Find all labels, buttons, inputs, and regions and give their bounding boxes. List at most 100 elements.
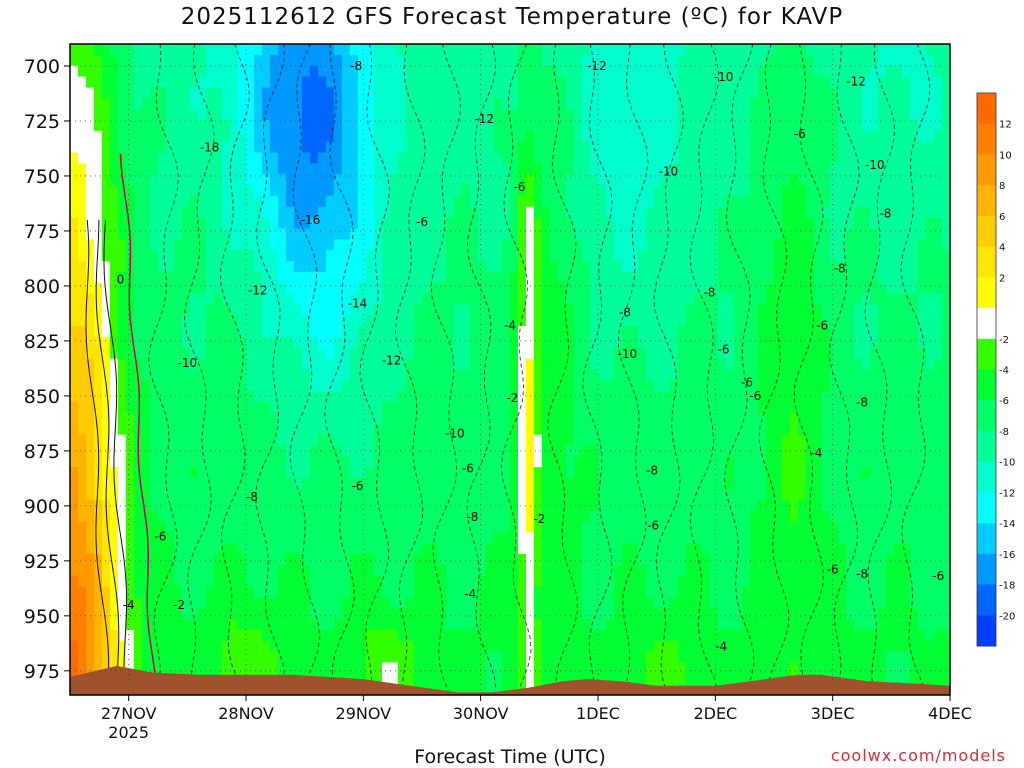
field-cell: [526, 597, 535, 609]
field-cell: [678, 336, 687, 349]
field-cell: [166, 586, 175, 598]
field-cell: [350, 391, 359, 403]
field-cell: [350, 239, 359, 251]
field-cell: [574, 44, 583, 56]
field-cell: [286, 467, 295, 479]
field-cell: [414, 586, 423, 598]
field-cell: [686, 488, 695, 501]
field-cell: [238, 174, 247, 186]
field-cell: [70, 98, 79, 110]
field-cell: [686, 109, 695, 121]
field-cell: [278, 326, 287, 338]
field-cell: [454, 619, 463, 631]
field-cell: [670, 65, 679, 78]
field-cell: [142, 640, 151, 653]
field-cell: [630, 293, 639, 305]
field-cell: [326, 369, 335, 381]
field-cell: [294, 553, 303, 566]
field-cell: [702, 87, 711, 99]
field-cell: [526, 326, 535, 338]
field-cell: [438, 217, 447, 230]
field-cell: [534, 467, 543, 479]
field-cell: [486, 521, 495, 533]
field-cell: [94, 575, 103, 588]
field-cell: [198, 206, 207, 219]
field-cell: [574, 326, 583, 338]
field-cell: [438, 195, 447, 208]
field-cell: [686, 597, 695, 609]
field-cell: [590, 152, 599, 164]
field-cell: [462, 423, 471, 436]
field-cell: [630, 651, 639, 664]
field-cell: [262, 250, 271, 262]
field-cell: [222, 510, 231, 522]
field-cell: [206, 217, 215, 230]
field-cell: [278, 130, 287, 143]
field-cell: [454, 673, 463, 685]
field-cell: [718, 141, 727, 154]
field-cell: [382, 152, 391, 164]
field-cell: [262, 315, 271, 327]
field-cell: [518, 217, 527, 230]
field-cell: [238, 597, 247, 609]
field-cell: [702, 282, 711, 295]
field-cell: [598, 499, 607, 512]
field-cell: [462, 521, 471, 533]
field-cell: [622, 141, 631, 154]
field-cell: [350, 293, 359, 305]
field-cell: [310, 315, 319, 327]
field-cell: [470, 54, 479, 67]
field-cell: [718, 402, 727, 414]
field-cell: [294, 575, 303, 588]
field-cell: [446, 456, 455, 468]
field-cell: [94, 640, 103, 653]
field-cell: [638, 434, 647, 447]
field-cell: [366, 195, 375, 208]
field-cell: [342, 358, 351, 371]
field-cell: [382, 662, 391, 674]
field-cell: [438, 315, 447, 327]
field-cell: [598, 163, 607, 175]
field-cell: [662, 130, 671, 143]
field-cell: [550, 141, 559, 154]
field-cell: [510, 380, 519, 392]
field-cell: [622, 402, 631, 414]
field-cell: [326, 391, 335, 403]
field-cell: [406, 488, 415, 501]
field-cell: [326, 119, 335, 132]
field-cell: [78, 109, 87, 121]
field-cell: [446, 347, 455, 360]
field-cell: [406, 499, 415, 512]
field-cell: [142, 217, 151, 230]
field-cell: [254, 456, 263, 468]
field-cell: [190, 174, 199, 186]
field-cell: [550, 651, 559, 664]
field-cell: [342, 369, 351, 381]
field-cell: [718, 597, 727, 609]
field-cell: [158, 369, 167, 381]
field-cell: [582, 651, 591, 664]
field-cell: [654, 597, 663, 609]
field-cell: [286, 629, 295, 642]
field-cell: [134, 478, 143, 490]
field-cell: [102, 336, 111, 349]
field-cell: [182, 445, 191, 457]
field-cell: [670, 152, 679, 164]
field-cell: [286, 54, 295, 67]
field-cell: [350, 261, 359, 273]
field-cell: [430, 282, 439, 295]
field-cell: [358, 564, 367, 577]
field-cell: [182, 87, 191, 99]
field-cell: [662, 467, 671, 479]
field-cell: [606, 293, 615, 305]
field-cell: [366, 467, 375, 479]
field-cell: [494, 65, 503, 78]
field-cell: [214, 336, 223, 349]
field-cell: [718, 217, 727, 230]
field-cell: [78, 326, 87, 338]
field-cell: [582, 640, 591, 653]
field-cell: [318, 293, 327, 305]
field-cell: [518, 402, 527, 414]
field-cell: [622, 239, 631, 251]
field-cell: [262, 206, 271, 219]
